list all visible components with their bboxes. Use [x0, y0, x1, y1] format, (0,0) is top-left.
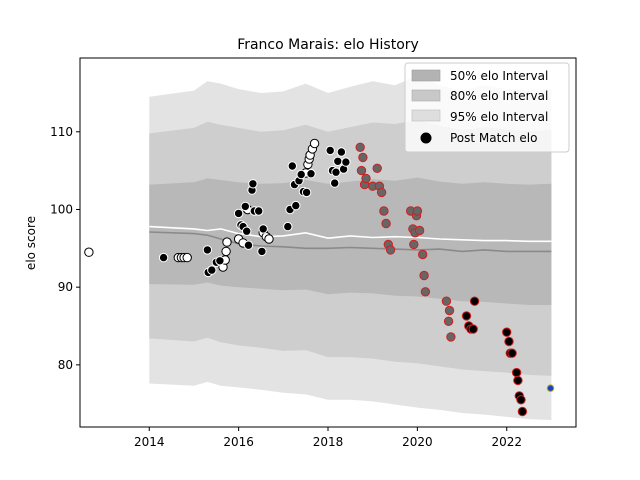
legend-label-post-match: Post Match elo	[450, 131, 537, 145]
data-point	[242, 226, 252, 236]
data-point	[306, 169, 316, 179]
data-point	[240, 201, 251, 212]
data-point	[356, 165, 367, 176]
data-point	[330, 178, 340, 188]
axis-ticks: 2014 2016 2018 2020 2022 80 90 100 110	[50, 125, 522, 449]
data-point	[248, 179, 258, 189]
data-point	[296, 169, 306, 180]
legend: 50% elo Interval 80% elo Interval 95% el…	[404, 62, 570, 153]
data-point	[418, 249, 428, 260]
data-point	[254, 206, 264, 216]
data-point	[504, 336, 514, 347]
legend-label-95: 95% elo Interval	[450, 110, 548, 124]
data-point	[283, 221, 293, 232]
legend-box	[404, 62, 570, 153]
data-point	[419, 270, 429, 281]
data-point	[517, 406, 528, 417]
data-point	[258, 224, 268, 234]
data-point	[381, 218, 391, 229]
data-point	[443, 316, 454, 326]
chart-title: Franco Marais: elo History	[237, 37, 419, 53]
data-point	[233, 208, 244, 219]
data-point	[207, 265, 217, 275]
y-tick-label: 110	[50, 125, 73, 139]
legend-marker-post-match	[420, 132, 432, 144]
data-point	[264, 234, 274, 244]
data-point	[358, 152, 368, 163]
data-point	[385, 245, 396, 255]
data-point	[287, 161, 297, 171]
data-point	[420, 287, 431, 297]
data-point	[325, 145, 335, 156]
data-point	[469, 296, 480, 306]
data-point	[412, 206, 423, 216]
data-point	[361, 173, 371, 184]
x-tick-label: 2018	[313, 435, 344, 449]
y-axis-label: elo score	[24, 216, 38, 270]
mean-line	[149, 225, 552, 243]
data-point	[84, 247, 94, 257]
data-point	[215, 256, 225, 266]
x-tick-label: 2014	[134, 435, 165, 449]
data-point	[336, 147, 347, 157]
x-tick-label: 2020	[402, 435, 433, 449]
y-tick-label: 80	[58, 358, 73, 372]
data-point	[376, 187, 387, 198]
legend-label-80: 80% elo Interval	[450, 89, 548, 103]
data-point	[409, 239, 419, 250]
data-point	[444, 305, 455, 316]
data-point	[309, 138, 320, 149]
data-point	[291, 200, 301, 211]
data-point	[461, 311, 472, 321]
data-point	[379, 206, 389, 216]
data-point	[414, 225, 425, 236]
data-point	[511, 367, 522, 378]
data-point	[513, 375, 523, 386]
data-point	[222, 237, 232, 247]
legend-swatch-95	[411, 109, 441, 122]
data-point	[301, 187, 312, 198]
data-point	[441, 296, 452, 306]
data-point	[243, 240, 254, 250]
data-point	[502, 327, 512, 337]
x-tick-label: 2016	[223, 435, 254, 449]
y-tick-label: 100	[50, 202, 73, 216]
median-line	[149, 231, 552, 253]
data-point	[341, 157, 351, 167]
data-point	[372, 163, 382, 174]
x-tick-label: 2022	[491, 435, 522, 449]
legend-swatch-80	[411, 89, 441, 102]
data-point	[158, 252, 169, 263]
data-point	[546, 384, 555, 393]
data-point	[257, 246, 267, 257]
y-tick-label: 90	[58, 280, 73, 294]
data-point	[333, 156, 343, 167]
data-point	[516, 395, 526, 405]
plot-area	[84, 75, 555, 421]
data-point	[221, 246, 231, 257]
data-point	[355, 142, 365, 153]
legend-label-50: 50% elo Interval	[450, 69, 548, 83]
data-point	[468, 324, 478, 334]
data-point	[446, 332, 456, 342]
legend-swatch-50	[411, 69, 441, 82]
data-point	[182, 252, 192, 263]
data-point	[507, 348, 517, 358]
data-point	[202, 245, 213, 255]
